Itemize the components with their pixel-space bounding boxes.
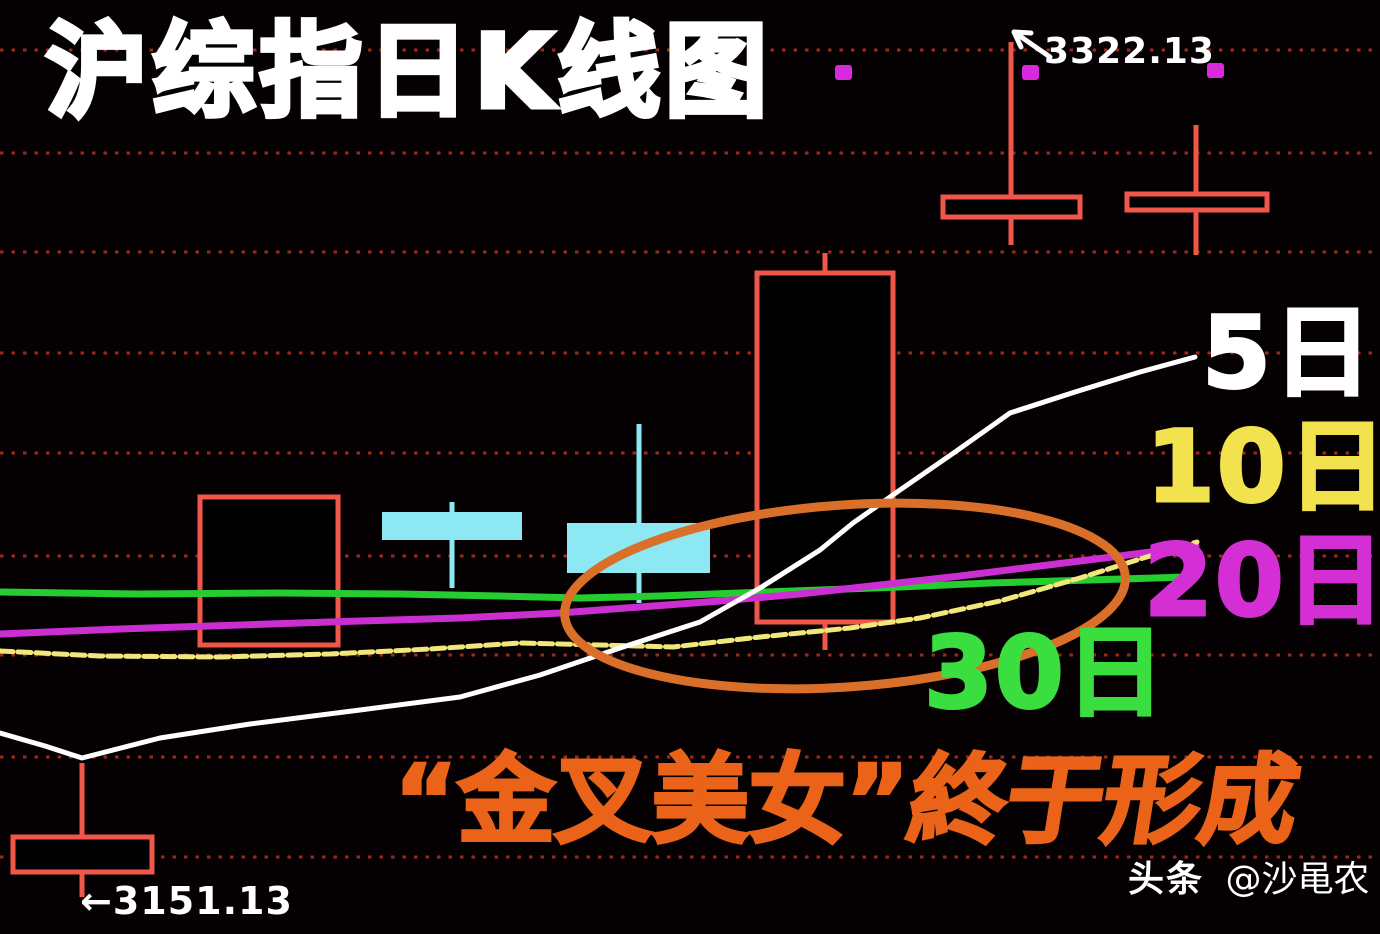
golden-cross-ellipse	[560, 498, 1130, 694]
peak-marker	[1207, 63, 1224, 78]
candle-body	[754, 270, 896, 625]
ma5-legend-label: 5日	[1201, 296, 1374, 411]
caption-golden-cross: “金叉美女”終于形成	[393, 743, 1308, 859]
caption-quoted-part: “金叉美女”	[393, 744, 912, 857]
watermark-handle: @沙黾农	[1225, 859, 1370, 900]
peak-marker	[835, 65, 852, 80]
low-price-label: ←3151.13	[80, 879, 293, 923]
caption-rest-part: 終于形成	[899, 743, 1308, 859]
watermark: 头条 @沙黾农	[1128, 862, 1369, 898]
ma20-legend-label: 20日	[1143, 524, 1380, 639]
candle-body	[1124, 191, 1270, 213]
high-arrow-icon	[1011, 29, 1053, 60]
ma10-legend-label: 10日	[1145, 410, 1380, 525]
ma-line-10日	[0, 539, 1200, 660]
ma-line-5日	[0, 354, 1198, 761]
candle-body	[382, 512, 522, 540]
high-price-label: 3322.13	[1044, 31, 1215, 72]
candle-body	[197, 494, 341, 648]
peak-marker	[1022, 65, 1039, 80]
ma-line-30日	[0, 573, 1190, 602]
ma-line-20日	[0, 542, 1200, 638]
page-title: 沪综指日K线图	[43, 13, 773, 132]
ma30-legend-label: 30日	[923, 616, 1167, 731]
watermark-brand: 头条	[1128, 859, 1205, 900]
candle-body	[10, 834, 155, 875]
candle-body	[940, 194, 1083, 220]
